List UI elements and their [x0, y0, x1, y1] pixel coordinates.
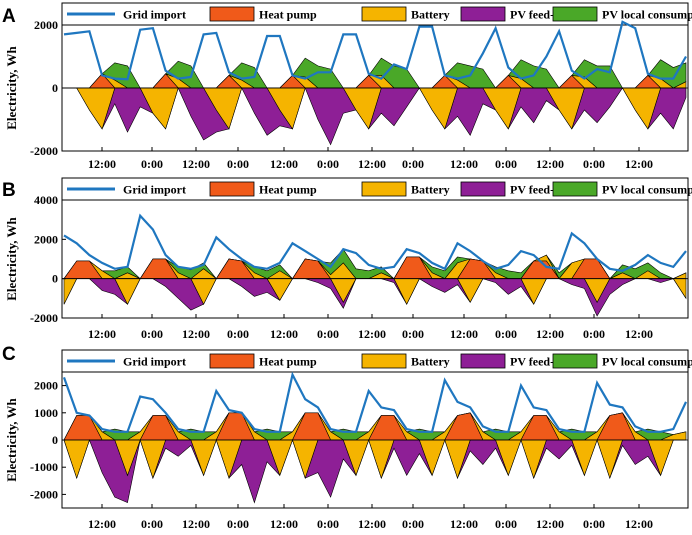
- y-tick-label: -2000: [30, 311, 58, 325]
- x-tick-label: 12:00: [270, 157, 298, 171]
- x-tick-label: 12:00: [88, 517, 116, 531]
- y-tick-label: -2000: [30, 487, 58, 501]
- line-grid-import: [63, 20, 687, 81]
- panel-a: A Electricity, Wh Grid import Heat pump Batt…: [2, 2, 692, 171]
- panel-b: B Electricity, Wh Grid import Heat pump Batt…: [2, 177, 692, 341]
- x-tick-label: 12:00: [358, 327, 386, 341]
- legend-label: PV local consumption: [602, 183, 692, 197]
- y-tick-label: 0: [52, 81, 58, 95]
- x-tick-label: 0:00: [495, 517, 517, 531]
- legend-swatch: [361, 353, 407, 369]
- panel-letter: B: [2, 180, 16, 201]
- y-axis-label: Electricity, Wh: [4, 45, 19, 129]
- x-tick-label: 12:00: [182, 327, 210, 341]
- y-tick-label: 1000: [34, 406, 58, 420]
- x-tick-label: 0:00: [141, 327, 163, 341]
- legend-label: PV feed-in: [510, 355, 564, 369]
- x-tick-label: 12:00: [536, 157, 564, 171]
- line-grid-import: [63, 213, 687, 272]
- legend-label: PV feed-in: [510, 183, 564, 197]
- panel-c: C Electricity, Wh Grid import Heat pump Batt…: [2, 344, 692, 531]
- y-tick-label: 4000: [34, 193, 58, 207]
- y-axis-label: Electricity, Wh: [4, 397, 19, 481]
- x-tick-label: 12:00: [88, 157, 116, 171]
- x-tick-label: 0:00: [317, 517, 339, 531]
- legend-label: Heat pump: [259, 8, 317, 22]
- y-tick-label: 0: [52, 272, 58, 286]
- x-tick-label: 12:00: [270, 517, 298, 531]
- x-tick-label: 0:00: [227, 157, 249, 171]
- legend-label: Grid import: [123, 183, 186, 197]
- legend-swatch: [552, 181, 598, 197]
- x-tick-label: 0:00: [583, 157, 605, 171]
- legend-label: Battery: [411, 8, 450, 22]
- legend-label: PV feed-in: [510, 8, 564, 22]
- plot-frame: [61, 199, 689, 319]
- x-tick-label: 12:00: [450, 157, 478, 171]
- legend-swatch: [209, 6, 255, 22]
- x-tick-label: 0:00: [141, 157, 163, 171]
- legend-swatch: [460, 181, 506, 197]
- y-tick-label: 2000: [34, 379, 58, 393]
- legend-swatch: [552, 6, 598, 22]
- x-tick-label: 12:00: [450, 517, 478, 531]
- y-tick-label: 0: [52, 433, 58, 447]
- x-tick-label: 12:00: [536, 517, 564, 531]
- x-tick-label: 12:00: [536, 327, 564, 341]
- x-tick-label: 12:00: [625, 157, 653, 171]
- x-tick-label: 12:00: [625, 517, 653, 531]
- legend-label: PV local consumption: [602, 8, 692, 22]
- x-tick-label: 0:00: [583, 327, 605, 341]
- x-tick-label: 12:00: [450, 327, 478, 341]
- legend-label: Heat pump: [259, 355, 317, 369]
- x-tick-label: 12:00: [625, 327, 653, 341]
- legend-swatch: [552, 353, 598, 369]
- y-axis-label: Electricity, Wh: [4, 216, 19, 300]
- x-tick-label: 12:00: [270, 327, 298, 341]
- line-grid-import: [62, 371, 687, 433]
- legend-label: Heat pump: [259, 183, 317, 197]
- y-tick-label: 2000: [34, 18, 58, 32]
- legend-label: Battery: [411, 183, 450, 197]
- area-battery-discharge: [63, 439, 686, 480]
- legend-label: Grid import: [123, 8, 186, 22]
- panel-letter: A: [2, 6, 16, 27]
- legend-label: Battery: [411, 355, 450, 369]
- x-tick-label: 0:00: [141, 517, 163, 531]
- x-tick-label: 0:00: [402, 517, 424, 531]
- x-tick-label: 0:00: [495, 157, 517, 171]
- legend-swatch: [361, 181, 407, 197]
- panel-letter: C: [2, 344, 16, 365]
- x-tick-label: 12:00: [358, 517, 386, 531]
- legend-label: Grid import: [123, 355, 186, 369]
- x-tick-label: 0:00: [402, 157, 424, 171]
- x-tick-label: 12:00: [182, 517, 210, 531]
- legend-swatch: [460, 6, 506, 22]
- x-tick-label: 0:00: [227, 327, 249, 341]
- legend-label: PV local consumption: [602, 355, 692, 369]
- x-tick-label: 0:00: [583, 517, 605, 531]
- x-tick-label: 0:00: [402, 327, 424, 341]
- legend-swatch: [209, 181, 255, 197]
- x-tick-label: 12:00: [88, 327, 116, 341]
- x-tick-label: 0:00: [227, 517, 249, 531]
- y-tick-label: -2000: [30, 144, 58, 158]
- x-tick-label: 12:00: [358, 157, 386, 171]
- x-tick-label: 0:00: [495, 327, 517, 341]
- legend-swatch: [460, 353, 506, 369]
- x-tick-label: 0:00: [317, 327, 339, 341]
- y-tick-label: 2000: [34, 232, 58, 246]
- legend-swatch: [209, 353, 255, 369]
- y-tick-label: -1000: [30, 460, 58, 474]
- x-tick-label: 12:00: [182, 157, 210, 171]
- x-tick-label: 0:00: [317, 157, 339, 171]
- legend-swatch: [361, 6, 407, 22]
